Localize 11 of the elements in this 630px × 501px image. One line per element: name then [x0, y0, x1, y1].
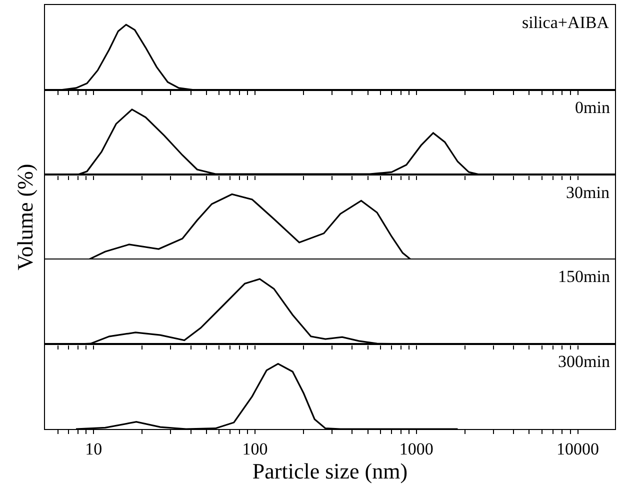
x-tick-label: 1000 — [399, 440, 434, 458]
x-tick-label: 100 — [242, 440, 268, 458]
annotation: silica+AIBA — [522, 13, 610, 32]
x-tick-label: 10000 — [556, 440, 600, 458]
x-axis-title: Particle size (nm) — [252, 458, 408, 484]
annotation: 300min — [558, 352, 610, 371]
annotation: 0min — [575, 98, 610, 117]
annotation: 150min — [558, 267, 610, 286]
x-tick-label: 10 — [85, 440, 102, 458]
y-axis-title: Volume (%) — [12, 164, 38, 270]
annotation: 30min — [566, 183, 610, 202]
